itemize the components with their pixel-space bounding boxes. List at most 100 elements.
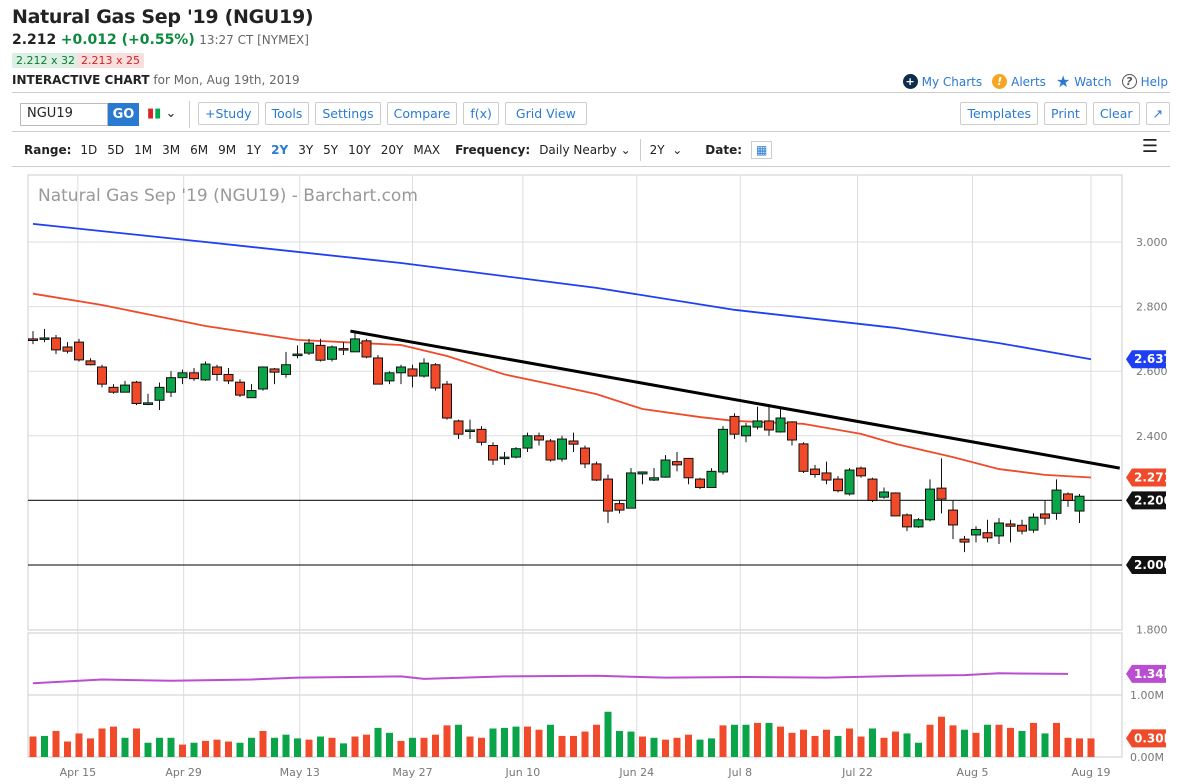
plus-circle-icon: +	[902, 74, 918, 89]
candle	[269, 367, 280, 385]
candle	[764, 406, 774, 436]
volume-bar	[800, 729, 807, 757]
frequency-dropdown[interactable]: Daily Nearby ⌄	[539, 143, 630, 157]
question-icon: ?	[1121, 74, 1137, 89]
calendar-button[interactable]: ▦	[751, 141, 773, 159]
divider	[12, 131, 1170, 132]
volume-bar	[719, 725, 727, 757]
volume-bar	[558, 735, 566, 757]
volume-bar	[432, 734, 439, 757]
candle-body	[994, 522, 1004, 537]
chevron-down-icon: ⌄	[620, 143, 631, 157]
compare-button[interactable]: Compare	[386, 102, 458, 125]
candle-body	[810, 468, 820, 476]
my-charts-link[interactable]: + My Charts	[902, 74, 982, 89]
candle-body	[660, 459, 671, 478]
period-value: 2Y	[649, 143, 665, 157]
menu-icon[interactable]: ☰	[1141, 136, 1158, 157]
clear-button[interactable]: Clear	[1092, 102, 1140, 125]
candle-body	[476, 428, 487, 443]
volume-bar	[75, 733, 83, 757]
volume-bar	[64, 741, 71, 757]
candle-body	[315, 344, 326, 361]
function-button[interactable]: f(x)	[463, 102, 499, 125]
candle-body	[396, 366, 406, 374]
grid-view-button[interactable]: Grid View	[504, 102, 587, 125]
interactive-chart-label: INTERACTIVE CHART for Mon, Aug 19th, 201…	[12, 73, 300, 87]
volume-bar	[282, 734, 290, 757]
expand-button[interactable]: ↗	[1145, 102, 1170, 125]
tag-label: 2.637	[1134, 352, 1172, 366]
price-chart[interactable]: 3.000 2.800 2.600 2.400 1.800 1.00M 0.00M Apr 1…	[0, 170, 1182, 784]
candle-body	[223, 373, 234, 382]
volume-bar	[455, 724, 462, 757]
candle-body	[844, 469, 855, 495]
watch-link[interactable]: ★ Watch	[1056, 72, 1112, 91]
candle	[902, 513, 912, 532]
range-5d[interactable]: 5D	[107, 143, 125, 157]
candle	[1063, 492, 1073, 507]
range-9m[interactable]: 9M	[218, 143, 237, 157]
range-20y[interactable]: 20Y	[380, 143, 404, 157]
go-button[interactable]: GO	[108, 103, 139, 126]
candle	[407, 364, 418, 388]
volume-bar	[949, 725, 957, 757]
range-1y[interactable]: 1Y	[246, 143, 262, 157]
top-links: + My Charts ! Alerts ★ Watch ? Help	[902, 72, 1168, 91]
candle	[649, 468, 659, 482]
candle	[200, 361, 211, 381]
volume-bar	[673, 737, 681, 757]
x-tick-label: May 13	[280, 766, 320, 779]
volume-bar	[593, 724, 600, 757]
tag-label: 2.000	[1134, 558, 1172, 572]
chart-type-dropdown[interactable]: ▮▮ ⌄	[147, 106, 176, 121]
candle-body	[350, 338, 360, 353]
candle-body	[74, 341, 84, 361]
volume-bar	[1064, 737, 1072, 757]
study-button[interactable]: +Study	[198, 102, 259, 125]
range-2y[interactable]: 2Y	[271, 143, 289, 157]
period-dropdown[interactable]: 2Y ⌄	[650, 143, 683, 157]
volume-bar	[742, 724, 750, 757]
help-link[interactable]: ? Help	[1121, 74, 1168, 89]
alerts-link[interactable]: ! Alerts	[992, 74, 1046, 89]
frequency-label: Frequency:	[455, 143, 531, 157]
candle-body	[384, 372, 395, 382]
range-3y[interactable]: 3Y	[298, 143, 314, 157]
candle	[350, 332, 360, 353]
candle-body	[143, 402, 153, 405]
range-3m[interactable]: 3M	[162, 143, 181, 157]
volume-bar	[834, 735, 842, 757]
range-10y[interactable]: 10Y	[348, 143, 371, 157]
range-1m[interactable]: 1M	[134, 143, 153, 157]
y-tick-label: 2.800	[1136, 301, 1168, 314]
print-button[interactable]: Print	[1044, 102, 1087, 125]
volume-bar	[880, 737, 888, 757]
candle	[419, 358, 429, 378]
tools-button[interactable]: Tools	[264, 102, 310, 125]
range-5y[interactable]: 5Y	[323, 143, 339, 157]
candle	[994, 518, 1004, 545]
candle-body	[511, 448, 521, 458]
candle	[959, 535, 970, 553]
candle-body	[361, 340, 372, 358]
candle-body	[166, 377, 176, 393]
candle	[453, 419, 464, 440]
volume-bar	[202, 740, 209, 757]
range-1d[interactable]: 1D	[80, 143, 98, 157]
candle-body	[1074, 495, 1085, 512]
candle-body	[706, 470, 717, 488]
range-max[interactable]: MAX	[413, 143, 441, 157]
symbol-input[interactable]: NGU19	[20, 103, 108, 126]
volume-bar	[1053, 722, 1060, 757]
settings-button[interactable]: Settings	[315, 102, 381, 125]
volume-bar	[650, 737, 658, 757]
volume-bar	[1007, 727, 1014, 757]
candle	[384, 371, 395, 385]
candle	[51, 335, 61, 355]
candle	[1017, 519, 1027, 535]
range-6m[interactable]: 6M	[190, 143, 209, 157]
templates-button[interactable]: Templates	[960, 102, 1039, 125]
candle-body	[695, 478, 705, 488]
candle	[706, 468, 717, 488]
